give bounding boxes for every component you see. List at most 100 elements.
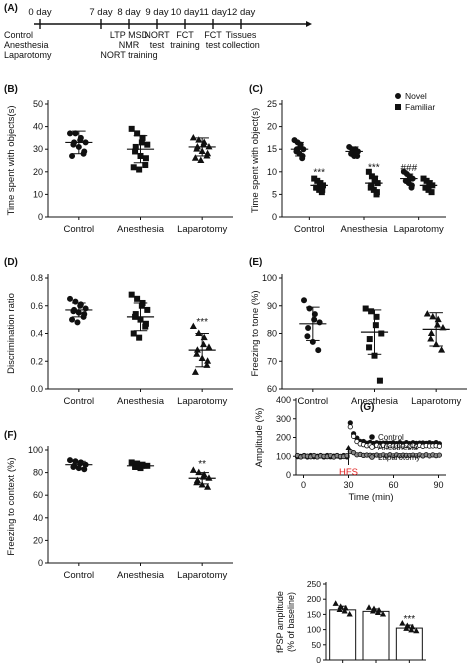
x-tick-label: Anesthesia — [351, 396, 399, 407]
y-tick-label: 50 — [312, 640, 322, 650]
y-tick-label: 80 — [33, 468, 43, 478]
y-tick-label: 50 — [33, 99, 43, 109]
data-point — [69, 316, 76, 323]
data-point — [423, 310, 431, 317]
y-tick-label: 40 — [33, 122, 43, 132]
legend-label: Novel — [405, 91, 427, 101]
timeline-day-label: 12 day — [227, 7, 256, 18]
y-tick-label: 25 — [267, 99, 277, 109]
x-tick-label: Anesthesia — [117, 396, 165, 407]
data-point — [205, 343, 213, 350]
timeline-event-label: collection — [222, 40, 260, 50]
bar-data-point — [413, 627, 420, 634]
panel-label: (C) — [249, 84, 263, 95]
panel-f-chart: (F) 0 20 40 60 80 100 Control Anesthesia Laparoto… — [4, 430, 233, 581]
data-point — [433, 321, 442, 328]
timeline-event-label: LTP MSD — [110, 30, 149, 40]
bar-data-point — [408, 626, 415, 633]
data-point — [189, 133, 197, 141]
timeline-day-label: 7 day — [89, 7, 112, 18]
x-tick-label: Control — [294, 224, 325, 235]
timeline-event-label: Control — [4, 30, 33, 40]
data-point — [67, 457, 74, 464]
legend-label: Control — [378, 433, 404, 442]
y-tick-label: 400 — [276, 395, 291, 405]
y-tick-label: 20 — [33, 535, 43, 545]
timeline-event-label: test — [150, 40, 165, 50]
data-point — [189, 322, 197, 330]
x-axis-label: Time (min) — [348, 492, 393, 503]
data-point — [203, 152, 211, 159]
legend-marker — [394, 104, 401, 111]
y-tick-label: 0 — [272, 212, 277, 222]
hfs-label: HFS — [339, 467, 358, 478]
timeline-event-label: training — [170, 40, 200, 50]
y-tick-label: 5 — [272, 189, 277, 199]
data-point — [315, 347, 322, 354]
data-point — [197, 156, 205, 163]
panel-label: (F) — [4, 430, 17, 441]
timeline-event-label: NORT training — [100, 50, 157, 60]
data-point — [427, 335, 435, 342]
bar-data-point — [379, 610, 387, 617]
timeline-day-label: 8 day — [117, 7, 140, 18]
data-point — [193, 145, 201, 152]
y-axis-label: Amplitude (%) — [254, 408, 265, 468]
x-tick-label: Control — [64, 396, 95, 407]
timeline-day-label: 10 day — [171, 7, 200, 18]
panel-g-line-chart: (G) 0 100 200 300 400 0 30 60 90 Time (min) Amplitu… — [254, 395, 446, 503]
panel-g-bar-chart: 0 50 100 150 200 250 fPSP amplitude (% of basel… — [275, 579, 426, 665]
significance-label: ### — [400, 163, 417, 174]
line-data-point — [350, 433, 357, 439]
y-axis-label: fPSP amplitude — [275, 591, 285, 653]
y-tick-label: 70 — [267, 356, 277, 366]
x-tick-label: Anesthesia — [117, 570, 165, 581]
data-point — [130, 330, 137, 337]
x-tick-label: Anesthesia — [340, 224, 388, 235]
y-tick-label: 0.8 — [30, 273, 43, 283]
x-tick-label: Laparotomy — [177, 570, 227, 581]
significance-label: ** — [198, 459, 206, 470]
y-tick-label: 150 — [307, 609, 321, 619]
y-tick-label: 300 — [276, 414, 291, 424]
timeline-event-label: Tissues — [226, 30, 257, 40]
data-point — [195, 136, 203, 143]
panel-d-chart: (D) 0.0 0.2 0.4 0.6 0.8 Control Anesthesia Lapar… — [4, 257, 233, 407]
y-tick-label: 0 — [286, 470, 291, 480]
line-data-point — [436, 452, 442, 458]
y-tick-label: 0 — [38, 212, 43, 222]
x-tick-label: 0 — [301, 480, 306, 490]
x-tick-label: Anesthesia — [117, 224, 165, 235]
legend-marker — [394, 93, 401, 100]
significance-label: *** — [368, 162, 380, 173]
bar-data-point — [341, 607, 348, 614]
y-tick-label: 20 — [33, 167, 43, 177]
data-point — [81, 466, 88, 473]
panel-e-chart: (E) 60 70 80 90 100 Control Anesthesia Laparotom… — [249, 257, 467, 407]
data-point — [366, 344, 373, 351]
data-point — [74, 319, 81, 326]
y-tick-label: 0 — [38, 558, 43, 568]
significance-label: *** — [196, 317, 208, 328]
legend-marker — [369, 444, 375, 450]
y-tick-label: 200 — [307, 594, 321, 604]
legend-label: Familiar — [405, 102, 435, 112]
data-point — [311, 311, 318, 318]
data-point — [373, 191, 380, 198]
timeline-day-label: 9 day — [145, 7, 168, 18]
x-tick-label: Control — [64, 224, 95, 235]
data-point — [305, 324, 312, 331]
y-tick-label: 40 — [33, 513, 43, 523]
y-tick-label: 200 — [276, 433, 291, 443]
line-data-point — [436, 443, 442, 449]
data-point — [368, 308, 375, 315]
bar-data-point — [332, 600, 339, 606]
timeline-arrowhead — [306, 21, 312, 27]
x-tick-label: Laparotomy — [411, 396, 461, 407]
data-point — [362, 305, 369, 312]
data-point — [366, 336, 373, 343]
y-tick-label: 0.6 — [30, 301, 43, 311]
data-point — [144, 306, 151, 313]
y-tick-label: 0 — [316, 655, 321, 665]
